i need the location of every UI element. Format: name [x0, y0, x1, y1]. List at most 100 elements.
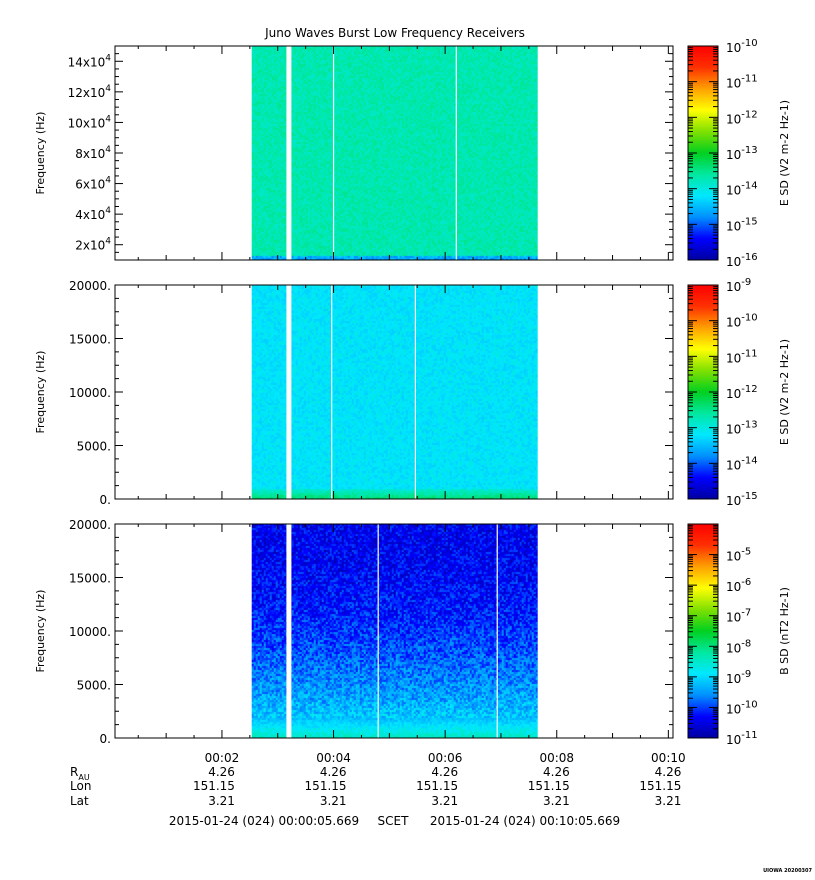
y-tick-label: 15000. [69, 333, 111, 347]
x-axis-labels: 00:02 00:04 00:06 00:08 00:10 [205, 751, 686, 765]
x-tick-label: 00:06 [428, 751, 463, 765]
credit-stamp: UIOWA 20200307 [763, 868, 812, 874]
data-gap [377, 524, 379, 738]
y-tick-label: 5000. [77, 679, 111, 693]
ephemeris-row-label: Lon [70, 779, 91, 793]
colorbar-tick-label: 10-14 [726, 181, 758, 198]
y-tick-label: 14x104 [68, 53, 112, 69]
ephemeris-value: 4.26 [320, 765, 347, 779]
colorbar-tick-exponent: -15 [741, 491, 757, 502]
ephemeris-value: 4.26 [655, 765, 682, 779]
colorbar-tick-exponent: -11 [741, 74, 757, 85]
colorbar-tick-exponent: -9 [741, 669, 751, 680]
y-tick-label: 10000. [69, 625, 111, 639]
colorbar: 10-16 10-15 10-14 10-13 10-12 10-11 10-10 E SD … [687, 38, 791, 269]
ephemeris-value: 151.15 [193, 779, 235, 793]
colorbar-tick-label: 10-11 [726, 348, 758, 365]
x-tick-label: 00:08 [539, 751, 574, 765]
y-tick-label: 10000. [69, 386, 111, 400]
data-gap [496, 524, 498, 738]
colorbar-tick-label: 10-11 [726, 74, 758, 91]
y-axis-label: Frequency (Hz) [34, 112, 47, 195]
colorbar-tick-label: 10-15 [726, 491, 758, 508]
x-tick-label: 00:04 [316, 751, 351, 765]
y-tick-exponent: 4 [105, 114, 111, 124]
y-axis-label: Frequency (Hz) [34, 351, 47, 434]
y-tick-exponent: 4 [105, 176, 111, 186]
y-tick-label: 2x104 [75, 237, 111, 253]
spectrogram-panel: 0. 5000. 10000. 15000. 20000. Frequency (Hz) 1… [34, 518, 791, 747]
colorbar-tick-exponent: -9 [741, 277, 751, 288]
y-tick-label: 0. [100, 493, 111, 507]
colorbar: 10-15 10-14 10-13 10-12 10-11 10-10 10-9 E SD (… [687, 277, 791, 508]
colorbar-tick-exponent: -13 [741, 420, 757, 431]
data-gap [414, 285, 416, 499]
ephemeris-value: 3.21 [320, 794, 347, 808]
footer-start-time: 2015-01-24 (024) 00:00:05.669 [169, 814, 359, 828]
data-gap [332, 46, 335, 260]
y-tick-label: 0. [100, 732, 111, 746]
colorbar-tick-exponent: -7 [741, 608, 751, 619]
colorbar-tick-label: 10-16 [726, 252, 758, 269]
data-gap [286, 285, 292, 499]
ephemeris-value: 4.26 [208, 765, 235, 779]
data-gap [455, 46, 457, 260]
spectrogram-panel: 0. 5000. 10000. 15000. 20000. Frequency (Hz) 1… [34, 277, 791, 508]
colorbar-tick-exponent: -5 [741, 547, 751, 558]
colorbar-tick-label: 10-10 [726, 313, 758, 330]
colorbar-tick-exponent: -10 [741, 699, 757, 710]
colorbar-tick-label: 10-5 [726, 547, 751, 564]
ephemeris-value: 151.15 [528, 779, 570, 793]
colorbar-tick-label: 10-13 [726, 420, 758, 437]
ephemeris-value: 4.26 [431, 765, 458, 779]
y-tick-label: 4x104 [75, 206, 111, 222]
colorbar-tick-label: 10-12 [726, 109, 758, 126]
colorbar-label: B SD (nT2 Hz-1) [778, 587, 791, 675]
colorbar-tick-label: 10-7 [726, 608, 751, 625]
colorbar-tick-exponent: -11 [741, 348, 757, 359]
data-gap [286, 524, 292, 738]
y-tick-label: 20000. [69, 279, 111, 293]
spectrogram-image [251, 524, 538, 738]
y-tick-label: 15000. [69, 572, 111, 586]
y-tick-exponent: 4 [105, 237, 111, 247]
y-tick-label: 8x104 [75, 145, 111, 161]
ephemeris-value: 151.15 [305, 779, 347, 793]
colorbar-tick-label: 10-9 [726, 277, 751, 294]
colorbar-tick-label: 10-10 [726, 699, 758, 716]
data-gap [286, 46, 292, 260]
colorbar-label: E SD (V2 m-2 Hz-1) [778, 100, 791, 206]
colorbar-tick-label: 10-11 [726, 730, 758, 747]
colorbar-tick-exponent: -8 [741, 638, 751, 649]
colorbar-tick-label: 10-8 [726, 638, 751, 655]
data-gap [331, 285, 333, 499]
spectrogram-image [251, 285, 538, 499]
y-tick-label: 12x104 [68, 84, 112, 100]
colorbar-tick-label: 10-12 [726, 384, 758, 401]
x-tick-label: 00:02 [205, 751, 240, 765]
colorbar-tick-label: 10-6 [726, 577, 751, 594]
colorbar-tick-exponent: -10 [741, 38, 757, 49]
y-tick-exponent: 4 [105, 206, 111, 216]
ephemeris-value: 4.26 [543, 765, 570, 779]
y-tick-label: 10x104 [68, 114, 112, 130]
ephemeris-value: 151.15 [416, 779, 458, 793]
footer-end-time: 2015-01-24 (024) 00:10:05.669 [430, 814, 620, 828]
colorbar-tick-exponent: -6 [741, 577, 751, 588]
ephemeris-row-label: Lat [70, 794, 89, 808]
x-tick-label: 00:10 [651, 751, 686, 765]
ephemeris-value: 3.21 [431, 794, 458, 808]
colorbar-tick-label: 10-15 [726, 216, 758, 233]
ephemeris-value: 3.21 [655, 794, 682, 808]
panels: 2x104 4x104 6x104 8x104 10x104 12x104 14x104 Fr… [34, 38, 791, 747]
colorbar-tick-exponent: -13 [741, 145, 757, 156]
colorbar-tick-exponent: -12 [741, 109, 757, 120]
y-tick-exponent: 4 [105, 145, 111, 155]
colorbar-tick-exponent: -11 [741, 730, 757, 741]
y-tick-exponent: 4 [105, 84, 111, 94]
figure-title: Juno Waves Burst Low Frequency Receivers [264, 26, 525, 40]
colorbar-tick-exponent: -15 [741, 216, 757, 227]
ephemeris-value: 3.21 [208, 794, 235, 808]
colorbar-tick-label: 10-10 [726, 38, 758, 55]
